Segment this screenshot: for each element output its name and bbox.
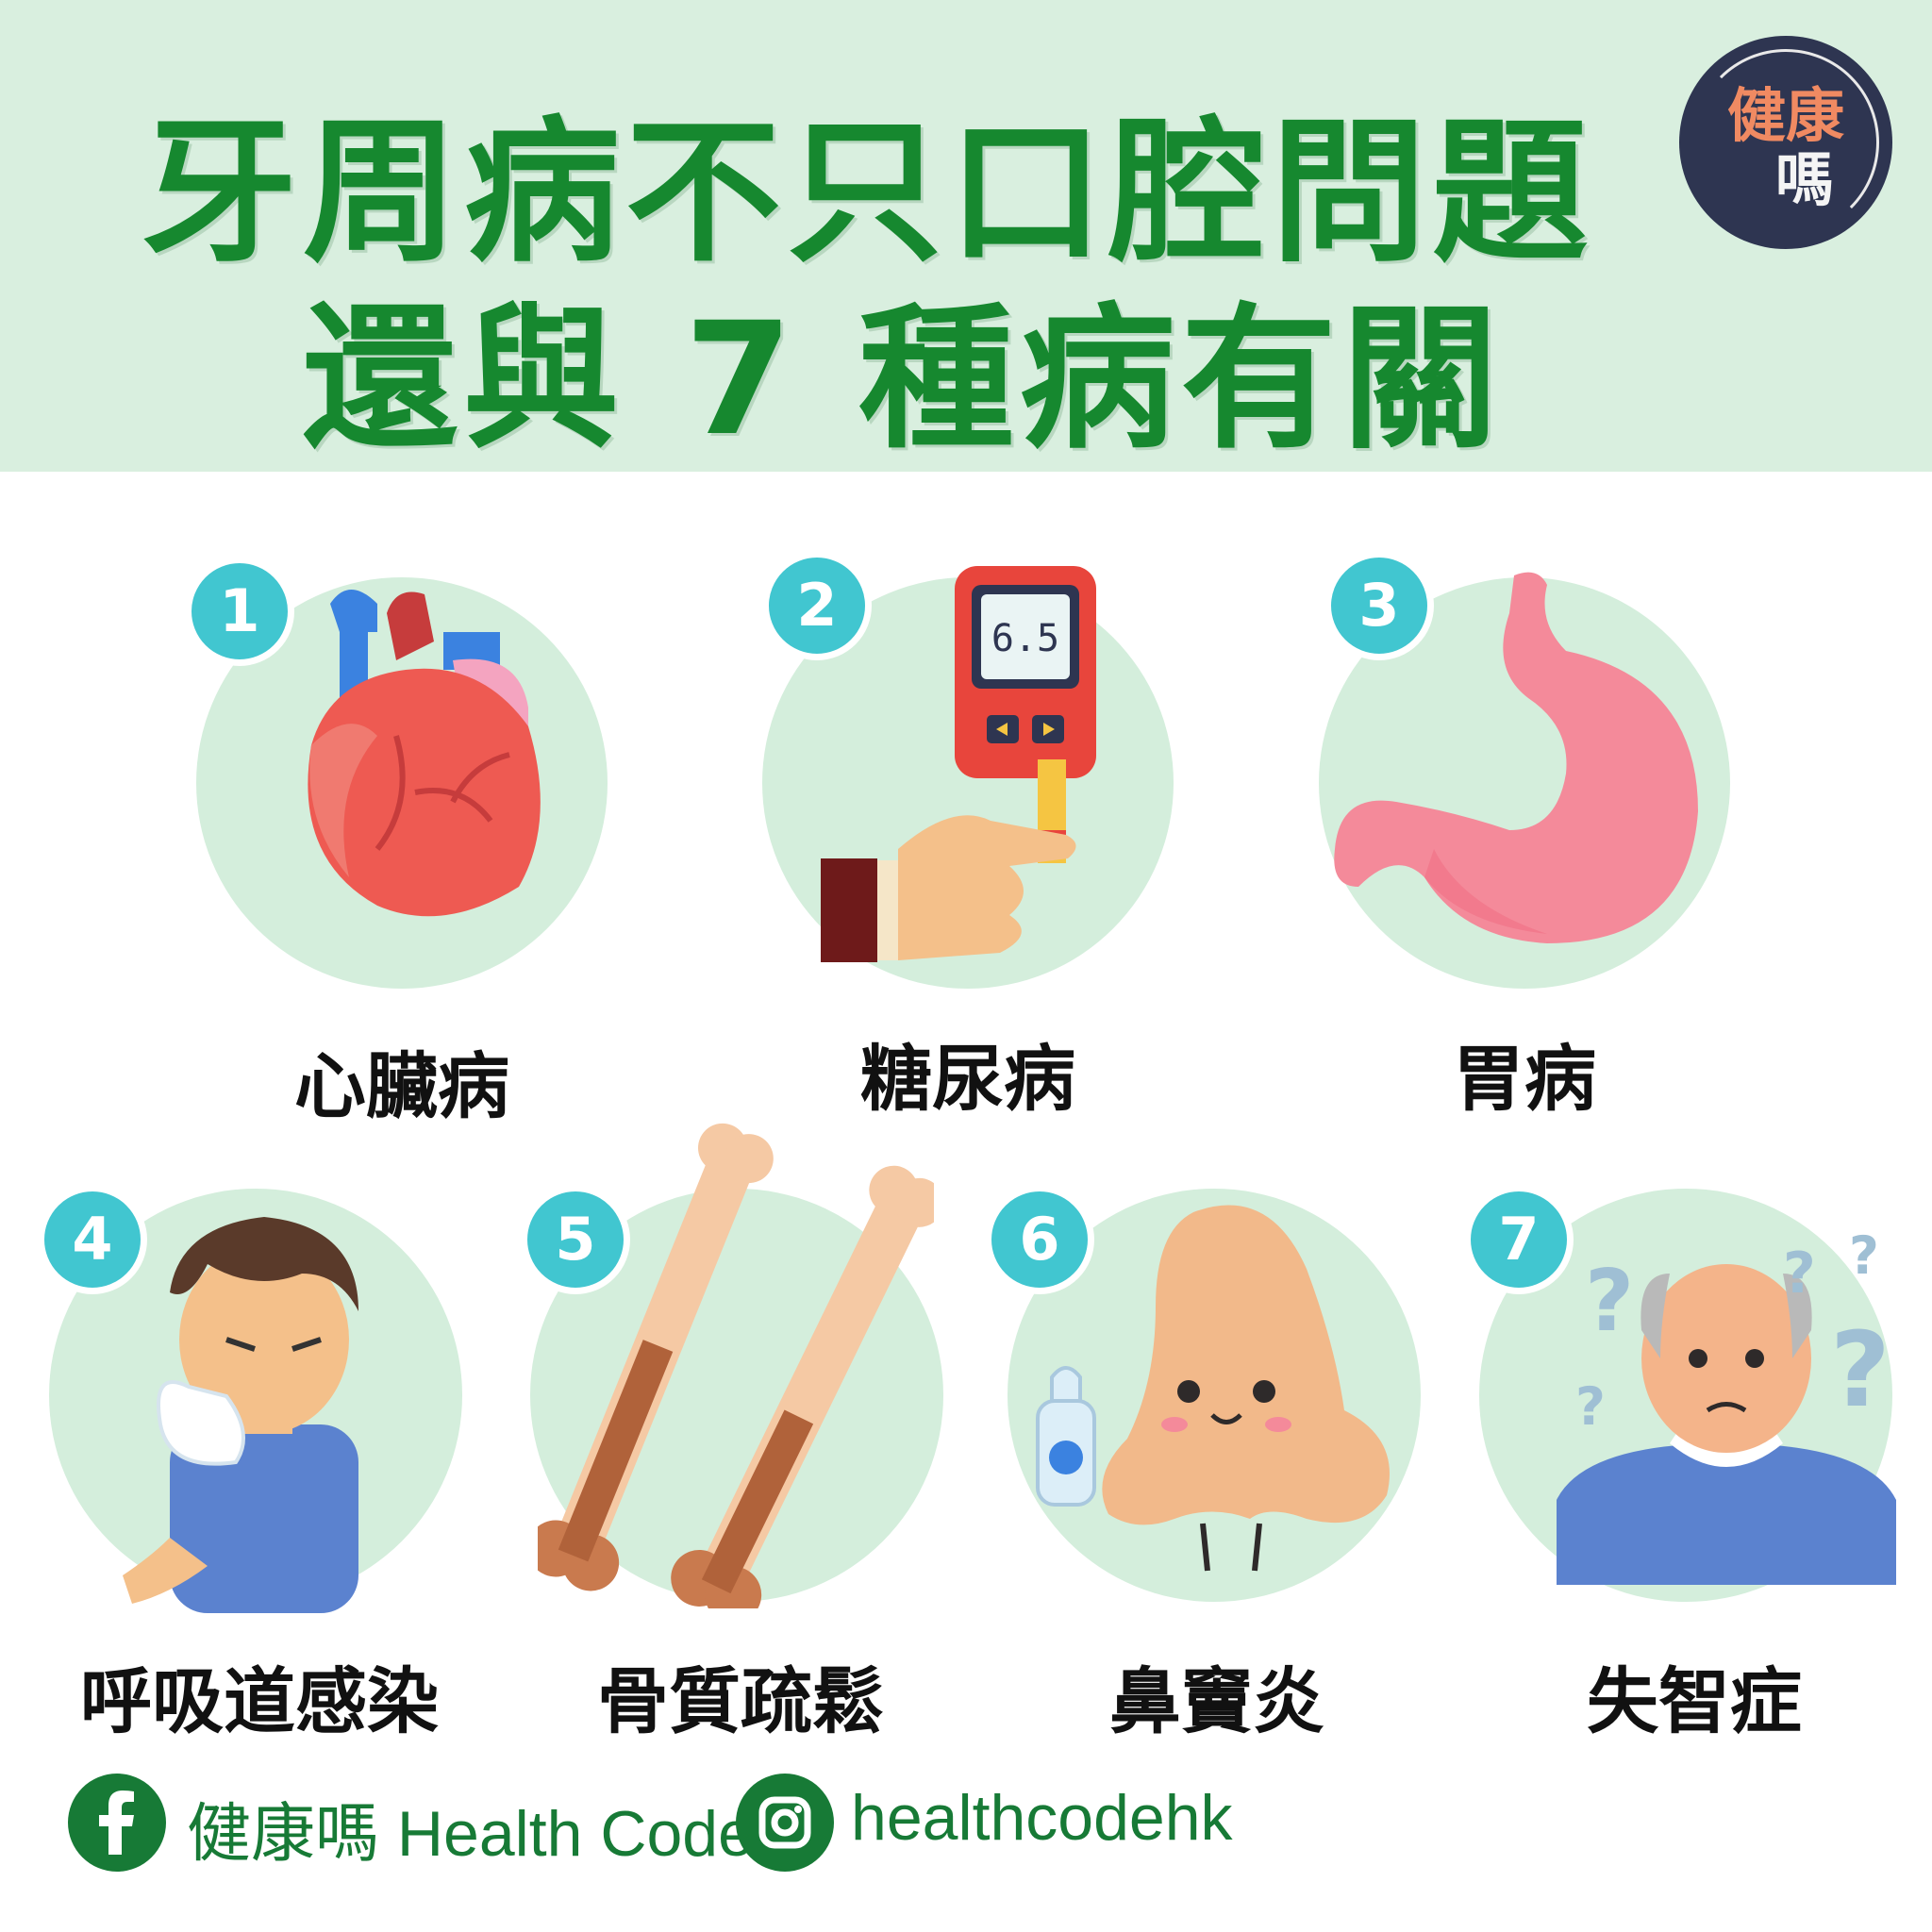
disease-label: 糖尿病 [860,1037,1075,1121]
confused-elder-icon: ? ? ? ? ? [1557,1225,1896,1585]
number-badge: 4 [38,1185,147,1294]
sneezing-man-icon [123,1217,358,1613]
number-badge: 6 [985,1185,1094,1294]
svg-text:?: ? [1830,1309,1890,1430]
nose-icon [1036,1205,1390,1572]
logo-ring [1692,49,1879,236]
disease-label: 胃病 [1453,1037,1596,1121]
number-badge: 7 [1464,1185,1574,1294]
number-badge: 2 [762,551,872,660]
meter-reading: 6.5 [991,617,1059,660]
disease-label: 鼻竇炎 [1109,1659,1324,1743]
disease-label: 呼吸道感染 [80,1659,439,1743]
page-title-line-1: 牙周病不只口腔問題 [142,102,1593,283]
social-footer: 健康嗎 Health Code healthcodehk [0,1774,1932,1906]
page-title-line-2: 還與 7 種病有關 [302,289,1504,470]
number-badge: 1 [185,557,294,666]
brand-logo: 健康 嗎 [1679,36,1892,249]
stomach-icon [1334,572,1698,943]
heart-icon [308,590,541,917]
disease-label: 心臟病 [294,1044,509,1128]
header-banner: 牙周病不只口腔問題 還與 7 種病有關 健康 嗎 [0,0,1932,472]
disease-label: 骨質疏鬆 [597,1659,884,1743]
glucose-meter-icon: 6.5 [821,566,1096,962]
instagram-handle[interactable]: healthcodehk [851,1782,1233,1854]
bones-icon [538,1123,934,1608]
number-badge: 3 [1324,551,1434,660]
svg-text:?: ? [1575,1376,1606,1437]
facebook-icon[interactable] [68,1774,166,1872]
svg-text:?: ? [1585,1252,1634,1351]
instagram-icon[interactable] [736,1774,834,1872]
svg-text:?: ? [1783,1241,1816,1307]
logo-text-1: 健康 [1726,81,1844,150]
svg-text:?: ? [1849,1225,1879,1286]
number-badge: 5 [521,1185,630,1294]
disease-label: 失智症 [1587,1659,1802,1743]
facebook-page-name[interactable]: 健康嗎 Health Code [187,1798,754,1870]
logo-text-2: 嗎 [1774,145,1834,214]
